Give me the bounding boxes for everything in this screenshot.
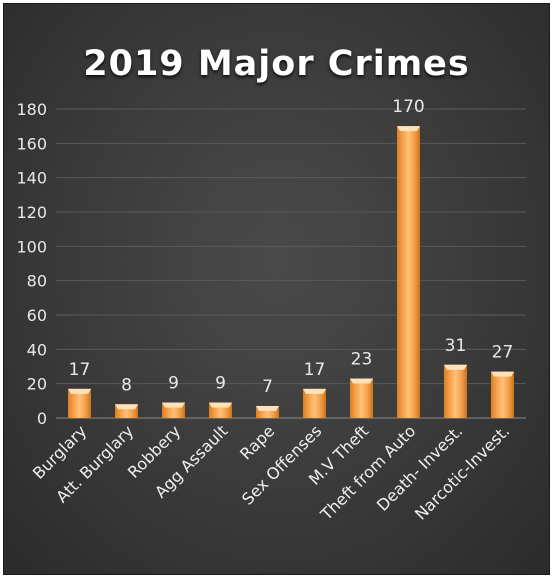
chart-card: 2019 Major Crimes 0 20 40 60 80 100 120 140 160 1… [3,3,550,575]
bar-cap [303,388,326,394]
y-tick-label: 80 [27,272,47,291]
bar [68,388,91,418]
bar [209,402,232,418]
bar-body [491,371,514,418]
bar-cap [256,405,279,411]
bar [350,378,373,418]
bar-cap [350,378,373,384]
bar-cap [444,364,467,370]
x-tick-label: Rape [236,421,278,463]
bar-body [397,126,420,419]
data-label: 8 [121,375,132,395]
bar [115,404,138,418]
data-label: 170 [392,97,424,117]
bar-body [68,388,91,418]
y-tick-label: 100 [16,237,47,256]
y-tick-label: 160 [16,134,47,153]
bar [162,402,185,418]
bar-cap [397,126,420,132]
y-tick-label: 120 [16,203,47,222]
bar-cap [491,371,514,377]
bar [444,364,467,418]
bar-body [303,388,326,418]
data-label: 17 [304,360,326,380]
bar-body [444,364,467,418]
bar [303,388,326,418]
y-tick-label: 60 [27,306,47,325]
bar-cap [115,404,138,410]
data-label: 31 [445,336,467,356]
data-label: 17 [69,360,91,380]
chart-title: 2019 Major Crimes [83,44,470,84]
data-label: 9 [168,374,179,394]
data-label: 7 [262,377,273,397]
y-tick-label: 180 [16,100,47,119]
bar [491,371,514,418]
bar-cap [162,402,185,408]
bar [397,126,420,419]
bar-body [350,378,373,418]
y-tick-label: 140 [16,169,47,188]
y-tick-label: 40 [27,340,47,359]
data-label: 9 [215,374,226,394]
bar [256,405,279,418]
y-tick-label: 20 [27,375,47,394]
y-tick-label: 0 [37,409,47,428]
data-label: 27 [492,343,514,363]
bar-chart: 02040608010012014016018017Burglary8Att. … [16,97,526,525]
bar-cap [68,388,91,394]
bar-cap [209,402,232,408]
data-label: 23 [351,350,373,370]
